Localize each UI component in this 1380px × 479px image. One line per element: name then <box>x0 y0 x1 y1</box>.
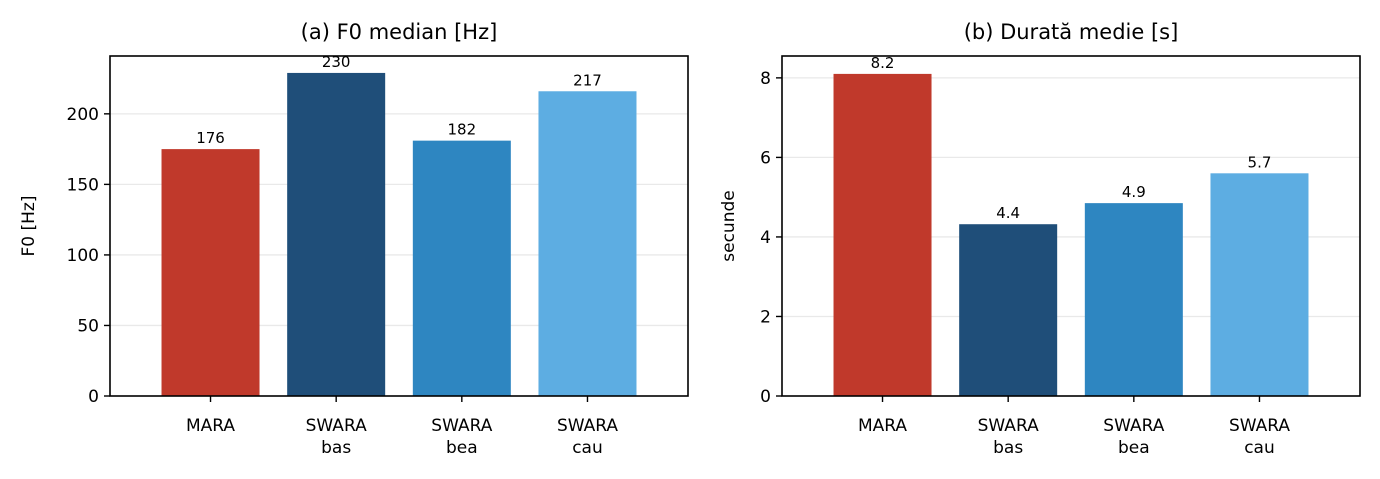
data-label: 230 <box>322 53 351 71</box>
chart-title: (a) F0 median [Hz] <box>301 20 498 44</box>
y-tick-label: 100 <box>67 246 99 266</box>
data-label: 176 <box>196 129 225 147</box>
bar <box>538 91 637 396</box>
chart-title: (b) Durată medie [s] <box>964 20 1179 44</box>
y-tick-label: 0 <box>88 387 99 407</box>
y-tick-label: 8 <box>760 69 771 89</box>
x-tick-label: SWARA bea <box>431 416 492 458</box>
data-label: 4.9 <box>1122 183 1146 201</box>
plot-frame <box>109 55 689 397</box>
panel-durata-medie: 8.2 MARA 4.4 SWARA bas 4.9 SWARA bea 5.7 SWARA cau… <box>719 20 1361 458</box>
data-label: 217 <box>573 71 602 89</box>
bar <box>1084 203 1183 396</box>
x-tick-label: SWARA bas <box>306 416 367 458</box>
x-tick-label: SWARA cau <box>557 416 618 458</box>
y-tick-label: 2 <box>760 307 771 327</box>
x-tick-label: SWARA bas <box>978 416 1039 458</box>
y-tick-label: 50 <box>77 316 99 336</box>
y-tick-label: 150 <box>67 175 99 195</box>
x-tick-label: SWARA bea <box>1103 416 1164 458</box>
data-label: 5.7 <box>1248 153 1272 171</box>
y-axis-label: F0 [Hz] <box>19 196 39 257</box>
y-tick-label: 6 <box>760 148 771 168</box>
data-label: 8.2 <box>871 54 895 72</box>
bar <box>287 72 386 397</box>
data-label: 4.4 <box>996 204 1020 222</box>
data-label: 182 <box>448 121 477 139</box>
bar <box>161 149 260 396</box>
x-tick-label: SWARA cau <box>1229 416 1290 458</box>
y-tick-label: 4 <box>760 228 771 248</box>
bar <box>1210 173 1309 396</box>
bar <box>833 73 932 396</box>
y-tick-label: 200 <box>67 105 99 125</box>
bar <box>959 224 1058 396</box>
y-tick-label: 0 <box>760 387 771 407</box>
bar <box>412 140 511 396</box>
plot-frame <box>781 55 1361 397</box>
x-tick-label: MARA <box>186 416 235 436</box>
y-axis-label: secunde <box>719 190 739 261</box>
x-tick-label: MARA <box>858 416 907 436</box>
panel-f0-median: 176 MARA 230 SWARA bas 182 SWARA bea 217 SWARA cau… <box>19 20 689 458</box>
